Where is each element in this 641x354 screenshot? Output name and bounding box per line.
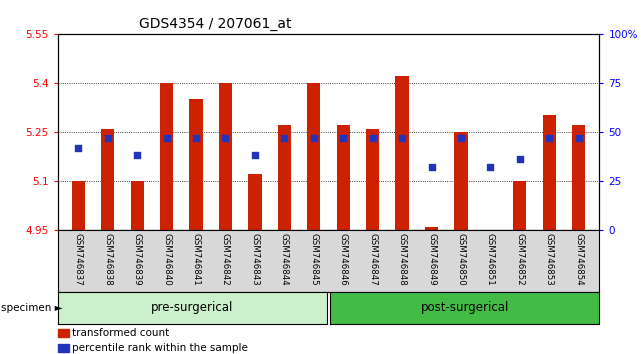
- Point: [574, 135, 584, 141]
- Text: GSM746851: GSM746851: [486, 233, 495, 286]
- Bar: [543, 115, 556, 230]
- Text: GSM746842: GSM746842: [221, 233, 230, 286]
- Bar: [219, 83, 232, 230]
- Bar: [513, 181, 526, 230]
- Text: GSM746844: GSM746844: [280, 233, 289, 286]
- Point: [221, 135, 231, 141]
- Point: [426, 164, 437, 170]
- Bar: [366, 129, 379, 230]
- Text: GSM746854: GSM746854: [574, 233, 583, 286]
- Point: [367, 135, 378, 141]
- Bar: [454, 132, 467, 230]
- Point: [397, 135, 407, 141]
- Point: [456, 135, 466, 141]
- Point: [162, 135, 172, 141]
- Text: GSM746838: GSM746838: [103, 233, 112, 286]
- Text: specimen ►: specimen ►: [1, 303, 62, 313]
- Bar: [248, 175, 262, 230]
- Text: transformed count: transformed count: [72, 328, 169, 338]
- Point: [132, 153, 142, 158]
- Text: GSM746853: GSM746853: [545, 233, 554, 286]
- Text: GSM746841: GSM746841: [192, 233, 201, 286]
- Bar: [190, 99, 203, 230]
- Bar: [101, 129, 114, 230]
- Text: GDS4354 / 207061_at: GDS4354 / 207061_at: [139, 17, 292, 31]
- Point: [485, 164, 495, 170]
- Text: GSM746846: GSM746846: [338, 233, 347, 286]
- Bar: [160, 83, 173, 230]
- Text: GSM746849: GSM746849: [427, 233, 436, 286]
- Text: GSM746840: GSM746840: [162, 233, 171, 286]
- Bar: [425, 227, 438, 230]
- Point: [279, 135, 290, 141]
- Bar: [395, 76, 409, 230]
- Text: GSM746848: GSM746848: [397, 233, 406, 286]
- Bar: [572, 125, 585, 230]
- Text: GSM746843: GSM746843: [251, 233, 260, 286]
- Text: GSM746850: GSM746850: [456, 233, 465, 286]
- Point: [250, 153, 260, 158]
- Point: [338, 135, 348, 141]
- Text: GSM746839: GSM746839: [133, 233, 142, 286]
- Point: [544, 135, 554, 141]
- Bar: [278, 125, 291, 230]
- Bar: [307, 83, 320, 230]
- Text: percentile rank within the sample: percentile rank within the sample: [72, 343, 247, 353]
- Bar: [131, 181, 144, 230]
- Point: [73, 145, 83, 150]
- Text: GSM746847: GSM746847: [368, 233, 377, 286]
- Bar: [337, 125, 350, 230]
- Text: post-surgerical: post-surgerical: [420, 302, 509, 314]
- Text: GSM746837: GSM746837: [74, 233, 83, 286]
- Point: [191, 135, 201, 141]
- Point: [515, 156, 525, 162]
- Text: pre-surgerical: pre-surgerical: [151, 302, 233, 314]
- Point: [103, 135, 113, 141]
- Bar: [484, 230, 497, 246]
- Bar: [72, 181, 85, 230]
- Point: [309, 135, 319, 141]
- Text: GSM746852: GSM746852: [515, 233, 524, 286]
- Text: GSM746845: GSM746845: [310, 233, 319, 286]
